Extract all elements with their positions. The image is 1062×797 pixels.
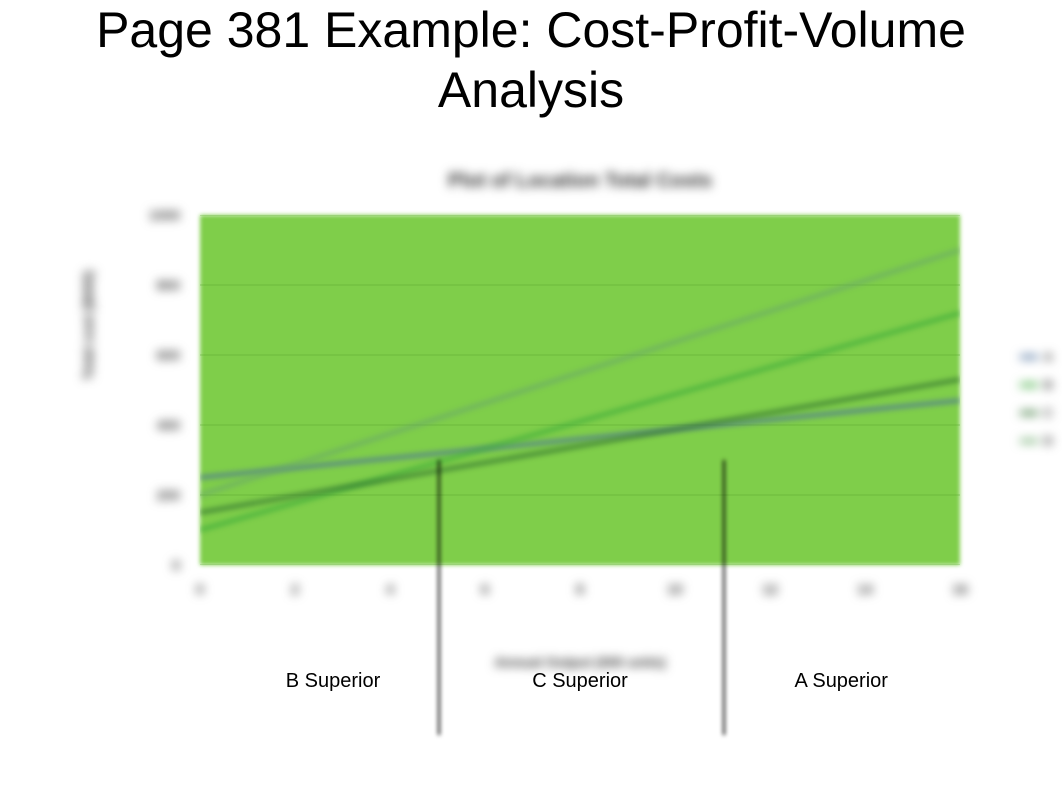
y-tick: 0 <box>172 557 180 573</box>
series-line-D <box>200 250 960 495</box>
x-tick: 16 <box>952 581 968 597</box>
x-tick: 0 <box>196 581 204 597</box>
x-tick: 2 <box>291 581 299 597</box>
region-label: A Superior <box>795 670 888 693</box>
region-labels: B Superior C Superior A Superior <box>200 670 960 700</box>
chart-title: Plot of Location Total Costs <box>448 170 712 193</box>
x-tick: 10 <box>667 581 683 597</box>
y-tick: 600 <box>157 347 180 363</box>
x-tick: 4 <box>386 581 394 597</box>
legend-item-A: A <box>1020 350 1062 364</box>
legend-label: C <box>1044 406 1053 420</box>
y-tick: 1000 <box>149 207 180 223</box>
series-line-B <box>200 313 960 530</box>
x-tick: 8 <box>576 581 584 597</box>
chart-legend: ABCD <box>1020 350 1062 462</box>
legend-item-C: C <box>1020 406 1062 420</box>
x-tick: 6 <box>481 581 489 597</box>
y-tick: 200 <box>157 487 180 503</box>
y-axis-ticks: 02004006008001000 <box>130 215 190 565</box>
x-tick: 12 <box>762 581 778 597</box>
x-tick: 14 <box>857 581 873 597</box>
y-tick: 400 <box>157 417 180 433</box>
series-line-C <box>200 380 960 513</box>
page-root: Page 381 Example: Cost-Profit-Volume Ana… <box>0 0 1062 797</box>
legend-swatch <box>1020 383 1038 387</box>
legend-swatch <box>1020 411 1038 415</box>
region-label: B Superior <box>286 670 381 693</box>
region-label: C Superior <box>532 670 628 693</box>
legend-item-B: B <box>1020 378 1062 392</box>
legend-label: D <box>1044 434 1053 448</box>
series-line-A <box>200 401 960 478</box>
plot-area <box>200 215 960 565</box>
legend-item-D: D <box>1020 434 1062 448</box>
page-title: Page 381 Example: Cost-Profit-Volume Ana… <box>0 0 1062 120</box>
x-axis-ticks: 0246810121416 <box>200 575 960 605</box>
chart-lines <box>200 215 960 565</box>
y-tick: 800 <box>157 277 180 293</box>
legend-label: B <box>1044 378 1053 392</box>
legend-swatch <box>1020 439 1038 443</box>
y-axis-label: Total cost ($000) <box>80 271 96 380</box>
legend-swatch <box>1020 355 1038 359</box>
x-axis-label: Annual Output (000 units) <box>494 654 665 670</box>
chart-container: Plot of Location Total Costs Total cost … <box>120 170 1040 730</box>
legend-label: A <box>1044 350 1053 364</box>
